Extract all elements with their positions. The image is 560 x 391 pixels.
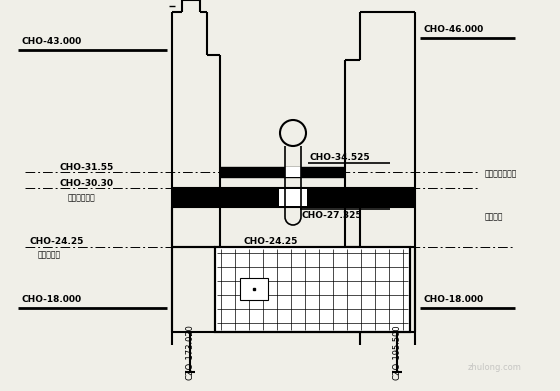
Bar: [215, 247, 410, 332]
Text: CHO-31.55: CHO-31.55: [60, 163, 114, 172]
Text: CZO-173.020: CZO-173.020: [185, 324, 194, 380]
Text: 海边层面: 海边层面: [485, 212, 503, 221]
Text: CHO-30.30: CHO-30.30: [60, 179, 114, 188]
Text: CHO-34.525: CHO-34.525: [310, 152, 371, 161]
Bar: [215, 247, 410, 332]
Text: CHO-24.25: CHO-24.25: [30, 237, 85, 246]
Text: CHO-43.000: CHO-43.000: [22, 38, 82, 47]
Bar: [285, 167, 301, 177]
Bar: [172, 188, 415, 207]
Bar: [220, 167, 345, 177]
Bar: [240, 278, 268, 300]
Text: zhulong.com: zhulong.com: [468, 364, 522, 373]
Text: CHO-18.000: CHO-18.000: [22, 296, 82, 305]
Bar: [279, 189, 307, 206]
Text: 进水渠局部合流: 进水渠局部合流: [485, 170, 517, 179]
Text: CZO-195.500: CZO-195.500: [393, 324, 402, 380]
Text: CHO-27.325: CHO-27.325: [302, 210, 363, 219]
Text: 进水渠中心线: 进水渠中心线: [68, 194, 96, 203]
Text: CHO-18.000: CHO-18.000: [423, 296, 483, 305]
Text: 门法中心线: 门法中心线: [38, 251, 61, 260]
Text: CHO-46.000: CHO-46.000: [423, 25, 483, 34]
Text: CHO-24.25: CHO-24.25: [243, 237, 297, 246]
